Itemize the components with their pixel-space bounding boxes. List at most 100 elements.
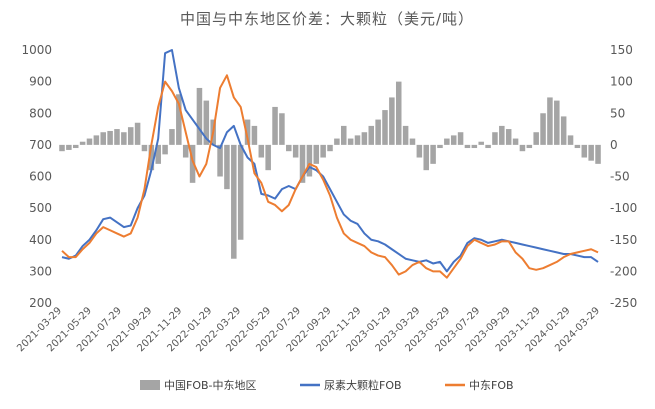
series-line (61, 49, 599, 273)
spread-bar (450, 135, 457, 145)
spread-bar (292, 144, 299, 158)
spread-bar (237, 144, 244, 240)
right-axis-tick-label: 150 (610, 43, 633, 57)
spread-bar (182, 144, 189, 158)
spread-bar (375, 119, 381, 145)
x-axis-ticks: 2021-03-292021-05-292021-07-292021-09-29… (15, 305, 602, 354)
spread-bar (203, 100, 210, 145)
spread-bar (464, 144, 471, 149)
spread-bar (560, 116, 567, 145)
spread-bar (457, 132, 464, 145)
spread-bar (286, 144, 292, 152)
spread-bars (59, 81, 601, 259)
spread-bar (395, 81, 402, 145)
spread-bar (59, 144, 65, 152)
spread-bar (224, 144, 230, 190)
spread-bar (100, 132, 106, 145)
spread-bar (66, 144, 72, 150)
spread-bar (306, 144, 313, 177)
spread-bar (134, 122, 141, 145)
right-axis-tick-label: -50 (610, 170, 630, 184)
spread-bar (444, 138, 450, 145)
spread-bar (121, 132, 127, 145)
spread-bar (244, 119, 251, 145)
spread-bar (189, 144, 196, 183)
spread-bar (313, 144, 320, 164)
spread-bar (492, 132, 498, 145)
right-axis-tick-label: -200 (610, 264, 637, 278)
spread-bar (93, 135, 100, 145)
left-axis-ticks: 200 300 400 500 600 700 800 900 1000 (21, 43, 52, 310)
left-axis-tick-label: 400 (29, 233, 52, 247)
left-axis-tick-label: 1000 (21, 43, 52, 57)
spread-bar (217, 144, 223, 177)
right-axis-tick-label: -100 (610, 201, 637, 215)
spread-bar (533, 132, 539, 145)
spread-bar (141, 144, 148, 152)
spread-bar (554, 100, 560, 145)
spread-bar (567, 135, 574, 145)
spread-bar (361, 132, 368, 145)
spread-bar (279, 113, 285, 145)
spread-bar (389, 97, 395, 145)
legend: 中国FOB-中东地区 尿素大颗粒FOB 中东FOB (140, 378, 514, 392)
spread-bar (251, 125, 258, 145)
right-axis-tick-label: 100 (610, 75, 633, 89)
spread-bar (382, 110, 388, 145)
spread-bar (499, 125, 505, 145)
spread-bar (265, 144, 271, 171)
spread-bar (595, 144, 601, 164)
spread-bar (354, 135, 361, 145)
spread-bar (231, 144, 237, 259)
right-axis-ticks: -250 -200 -150 -100 -50 0 50 100 150 (610, 43, 637, 310)
left-axis-tick-label: 300 (29, 264, 52, 278)
spread-bar (169, 129, 175, 145)
left-axis-tick-label: 600 (29, 170, 52, 184)
spread-bar (148, 144, 155, 171)
spread-bar (485, 144, 491, 149)
spread-bar (196, 87, 203, 145)
right-axis-tick-label: -250 (610, 296, 637, 310)
left-axis-tick-label: 800 (29, 106, 52, 120)
spread-bar (327, 144, 333, 152)
spread-bar (320, 144, 326, 158)
spread-bar (437, 144, 443, 149)
spread-bar (258, 144, 265, 158)
spread-bar (176, 94, 182, 145)
left-axis-tick-label: 900 (29, 75, 52, 89)
right-axis-tick-label: 0 (610, 138, 618, 152)
spread-bar (107, 130, 113, 145)
spread-bar (478, 141, 484, 145)
right-axis-tick-label: -150 (610, 233, 637, 247)
legend-label: 尿素大颗粒FOB (324, 378, 402, 392)
spread-bar (505, 129, 512, 145)
spread-bar (409, 138, 416, 145)
spread-bar (299, 144, 306, 183)
spread-bar (423, 144, 429, 171)
spread-bar (430, 144, 436, 164)
spread-bar (341, 125, 347, 145)
left-axis-tick-label: 200 (29, 296, 52, 310)
spread-bar (588, 144, 594, 161)
spread-bar (86, 138, 93, 145)
spread-bar (114, 129, 120, 145)
series-line (61, 74, 599, 279)
legend-label: 中东FOB (469, 379, 514, 392)
spread-bar (79, 141, 86, 145)
left-axis-tick-label: 700 (29, 138, 52, 152)
spread-bar (162, 144, 168, 155)
chart-title: 中国与中东地区价差：大颗粒（美元/吨） (180, 10, 474, 28)
spread-bar (416, 144, 423, 158)
spread-bar (155, 144, 161, 164)
spread-bar (574, 144, 581, 149)
spread-bar (347, 138, 354, 145)
right-axis-tick-label: 50 (610, 106, 625, 120)
spread-bar (519, 144, 526, 152)
spread-bar (512, 138, 519, 145)
spread-bar (334, 138, 340, 145)
spread-bar (540, 113, 546, 145)
spread-bar (72, 144, 79, 149)
spread-bar (471, 144, 478, 149)
